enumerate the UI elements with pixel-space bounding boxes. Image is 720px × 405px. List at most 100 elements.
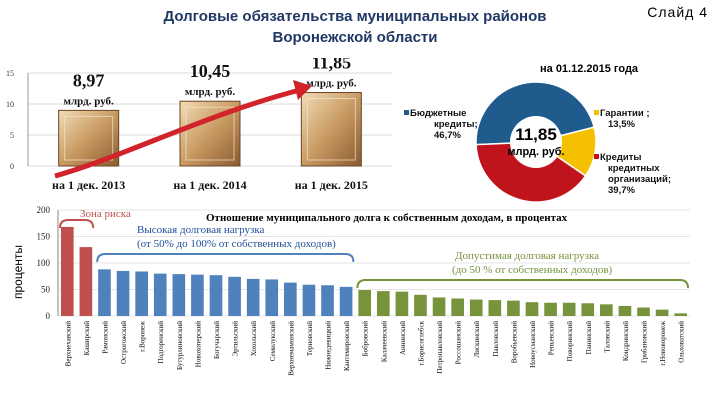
zone-bracket [356, 279, 689, 289]
pie-legend-text: 13,5% [608, 119, 635, 130]
pie-legend-swatch [594, 154, 599, 159]
debt-bar-inner-frame [64, 115, 114, 161]
pie-legend-text: 46,7% [434, 130, 461, 141]
debt-bar-inner-frame [306, 98, 356, 161]
ratio-category-label: г.Воронеж [139, 321, 147, 352]
pie-legend-text: кредитных [608, 163, 660, 174]
ratio-category-label: Петропавловский [436, 321, 444, 374]
debt-ytick-label: 15 [6, 69, 14, 78]
pie-slices [475, 81, 597, 203]
ratio-category-label: Павловский [492, 321, 500, 357]
growth-arrow-line [54, 87, 301, 179]
ratio-category-label: Кантемировский [343, 321, 351, 371]
pie-legend-swatch [594, 110, 599, 115]
debt-value-label: 10,45 [190, 61, 231, 81]
ratio-bar [135, 271, 148, 316]
ratio-category-label: Репьевский [548, 321, 556, 355]
ratio-bar [191, 274, 204, 316]
slide-title: Долговые обязательства муниципальных рай… [120, 6, 590, 48]
ratio-bar [376, 291, 390, 316]
debt-unit-label: млрд. руб. [185, 86, 236, 98]
ratio-bar [284, 282, 297, 316]
ratio-bar [79, 247, 93, 316]
ratio-category-label: Верхнемамонский [287, 321, 295, 376]
ratio-category-label: Бутурлиновский [176, 321, 184, 370]
debt-chart-bars [58, 92, 362, 167]
ratio-category-label: Лискинский [473, 321, 481, 358]
ratio-bar [469, 299, 483, 316]
zone-ok-desc: (до 50 % от собственных доходов) [452, 264, 613, 276]
ratio-bar [209, 275, 223, 316]
debt-category-label: на 1 дек. 2013 [52, 178, 125, 192]
pie-legend-text: Кредиты [600, 152, 642, 163]
zone-ok-label: Допустимая долговая нагрузка [455, 250, 599, 262]
debt-bar-inner-frame [185, 106, 235, 161]
ratio-bar [395, 291, 409, 316]
ratio-ytick-label: 100 [37, 258, 51, 268]
pie-center-hole [510, 116, 562, 168]
pie-legend-swatch [404, 110, 409, 115]
ratio-ytick-label: 200 [37, 205, 51, 215]
ratio-bar [339, 286, 353, 316]
ratio-category-label: Эртильский [232, 321, 240, 357]
zone-high-desc: (от 50% до 100% от собственных доходов) [137, 238, 336, 250]
pie-title: на 01.12.2015 года [540, 63, 639, 75]
ratio-bar [655, 309, 669, 316]
slide-number: Слайд 4 [647, 4, 708, 20]
ratio-category-label: Рамонский [101, 321, 109, 354]
ratio-category-label: Панинский [585, 321, 593, 355]
ratio-category-label: Каширский [83, 321, 91, 356]
growth-arrow-head [293, 80, 312, 100]
ratio-bar [321, 285, 334, 316]
debt-unit-label: млрд. руб. [306, 78, 357, 90]
ratio-ytick-label: 150 [37, 232, 51, 242]
ratio-bar [228, 276, 241, 316]
ratio-category-label: Нижнедевицкий [325, 321, 333, 370]
ratio-bar [544, 302, 557, 316]
ratio-bar [618, 305, 632, 316]
ratio-bar [98, 269, 111, 316]
ratio-bar [451, 298, 464, 316]
ratio-bar [60, 226, 74, 316]
ratio-chart-category-labels: Верхнехавский Каширский Рамонский Острогожс… [64, 320, 685, 375]
ratio-bar [414, 294, 427, 316]
ratio-category-label: Терновский [306, 321, 314, 356]
ratio-category-label: г.Борисоглебск [417, 320, 425, 365]
ratio-bar [581, 303, 595, 316]
ratio-category-label: Поворинский [566, 321, 574, 362]
ratio-bar [246, 278, 260, 316]
ratio-bar [637, 307, 650, 316]
ratio-category-label: Воробьевский [510, 321, 518, 364]
ratio-bar [302, 284, 316, 316]
ratio-category-label: Ольховатский [678, 321, 686, 363]
pie-legend-text: кредиты; [434, 119, 478, 130]
pie-legend-text: 39,7% [608, 185, 635, 196]
ratio-bar [265, 279, 279, 316]
ratio-bar [488, 300, 502, 316]
ratio-chart-ylabel: проценты [11, 245, 25, 299]
ratio-chart-title: Отношение муниципального долга к собстве… [206, 212, 568, 224]
ratio-category-label: Россошанский [455, 321, 463, 365]
debt-chart-labels: 8,97 млрд. руб. на 1 дек. 2013 10,45 млрд. р… [52, 58, 368, 192]
ratio-chart-bars [60, 226, 688, 316]
ratio-bar [507, 300, 520, 316]
debt-growth-chart: 0 5 10 15 8,97 млрд. руб. на 1 дек. 2013 10,45… [6, 58, 392, 192]
ratio-bar [172, 274, 186, 316]
ratio-bar [358, 290, 372, 316]
ratio-category-label: Грибановский [641, 321, 649, 363]
ratio-category-label: Бобровский [362, 321, 370, 357]
ratio-category-label: Новоусманский [529, 321, 537, 368]
ratio-ytick-label: 0 [46, 311, 51, 321]
pie-legend-text: организаций; [608, 174, 671, 185]
zone-bracket [59, 219, 95, 229]
zone-bracket [96, 253, 355, 263]
pie-legend-text: Гарантии ; [600, 108, 650, 119]
ratio-bar [116, 270, 130, 316]
ratio-category-label: Новохоперский [194, 321, 202, 367]
ratio-category-label: Таловский [603, 321, 611, 353]
ratio-bar [562, 302, 576, 316]
debt-value-label: 11,85 [312, 58, 352, 73]
ratio-category-label: Богучарский [213, 321, 221, 359]
debt-category-label: на 1 дек. 2015 [295, 178, 368, 192]
